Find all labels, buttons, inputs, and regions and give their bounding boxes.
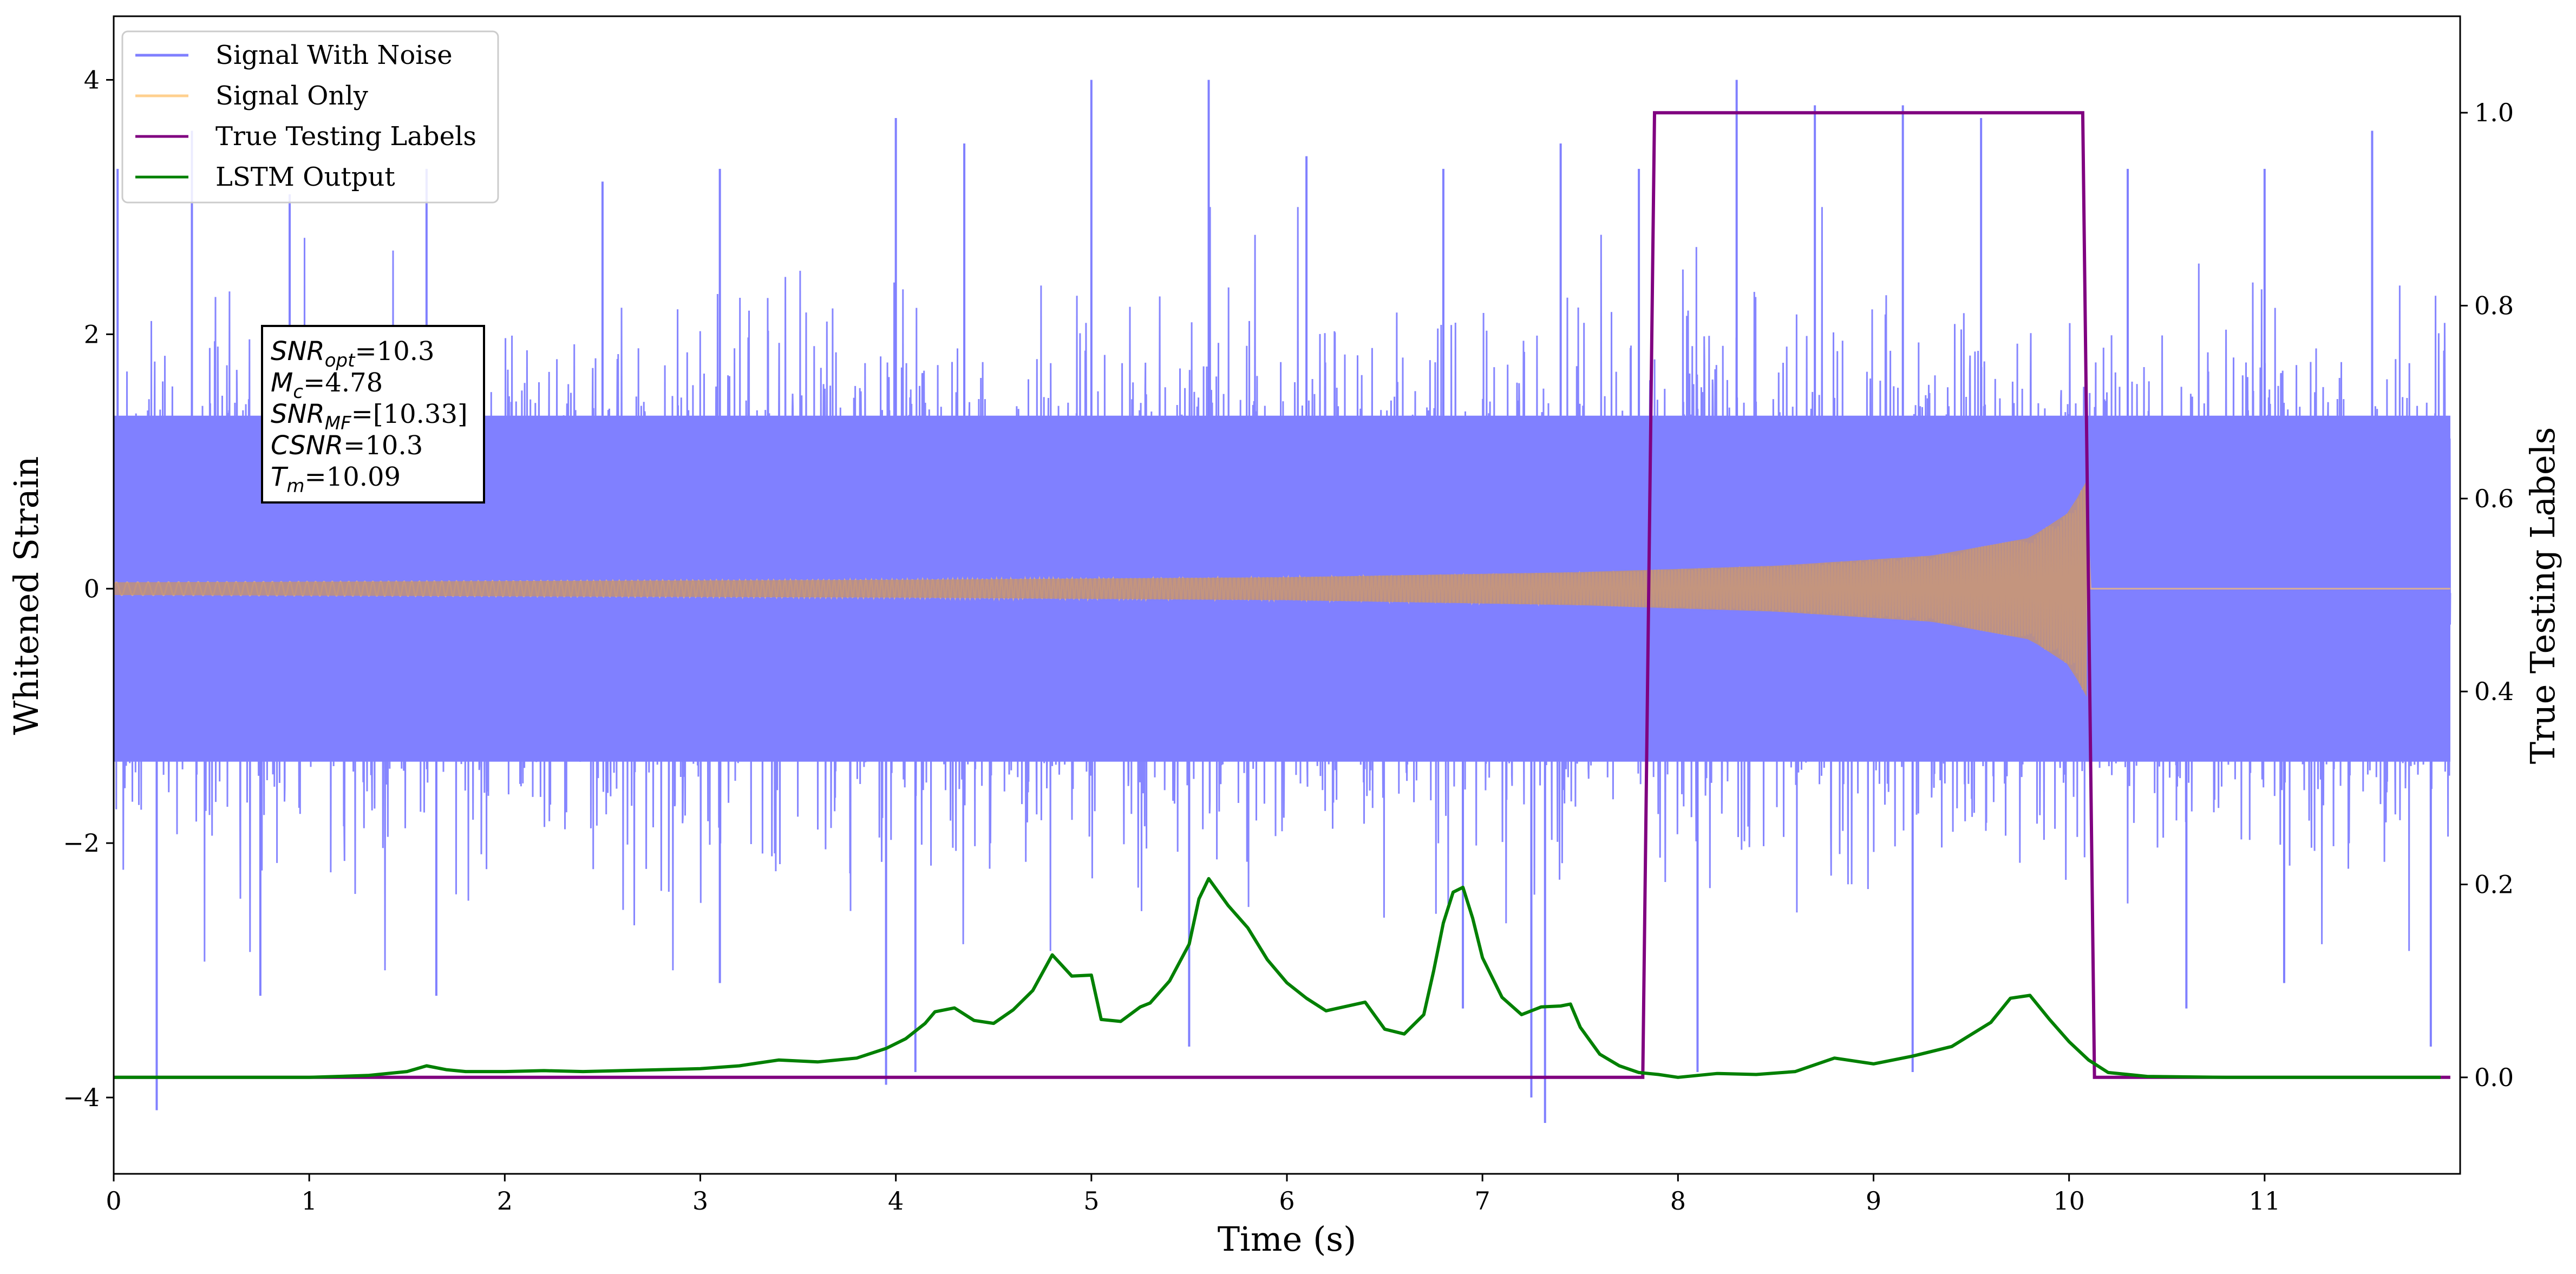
y-axis-left-title: Whitened Strain (6, 456, 46, 735)
signal-envelope (114, 480, 2087, 697)
x-axis-title: Time (s) (1218, 1219, 1357, 1259)
y-left-tick-label: −4 (63, 1083, 100, 1112)
x-tick-label: 0 (106, 1186, 121, 1216)
y-right-tick-label: 0.0 (2474, 1063, 2514, 1092)
y-right-tick-label: 1.0 (2474, 98, 2514, 127)
legend-frame (121, 30, 499, 204)
y-left-tick-label: 0 (84, 574, 100, 603)
x-tick-label: 4 (888, 1186, 904, 1216)
legend-label: Signal Only (215, 81, 368, 111)
legend-label: Signal With Noise (215, 40, 453, 70)
legend-label: True Testing Labels (215, 121, 476, 152)
annotation-line: SNRopt=10.3 (271, 336, 435, 371)
y-left-tick-label: 4 (84, 65, 100, 94)
annotation-line: Tm=10.09 (271, 462, 401, 497)
lstm-line (114, 877, 2441, 1079)
x-tick-label: 10 (2053, 1186, 2085, 1216)
x-tick-label: 3 (692, 1186, 708, 1216)
x-axis: 0 1 2 3 4 5 6 7 8 9 10 11 (106, 1174, 2280, 1216)
x-tick-label: 5 (1083, 1186, 1099, 1216)
y-right-tick-label: 0.4 (2474, 677, 2514, 706)
legend: Signal With Noise Signal Only True Testing… (121, 30, 499, 204)
y-axis-right-title: True Testing Labels (2523, 427, 2562, 765)
x-tick-label: 9 (1866, 1186, 1881, 1216)
annotation-frame (261, 325, 485, 504)
x-tick-label: 6 (1279, 1186, 1294, 1216)
series-signal-only (113, 480, 2450, 697)
x-tick-label: 11 (2249, 1186, 2281, 1216)
legend-label: LSTM Output (215, 162, 395, 192)
series-lstm-output (114, 877, 2441, 1079)
y-left-tick-label: 2 (84, 319, 100, 349)
annotation-box: SNRopt=10.3Mc=4.78SNRMF=[10.33]CSNR=10.3… (261, 325, 485, 504)
y-left-tick-label: −2 (63, 828, 100, 858)
y-axis-left: −4 −2 0 2 4 (63, 65, 114, 1112)
annotation-line: SNRMF=[10.33] (271, 399, 468, 434)
y-right-tick-label: 0.8 (2474, 291, 2514, 321)
y-right-tick-label: 0.6 (2474, 484, 2514, 513)
x-tick-label: 1 (302, 1186, 317, 1216)
y-axis-right: 0.0 0.2 0.4 0.6 0.8 1.0 (2460, 98, 2514, 1092)
annotation-line: CSNR=10.3 (271, 430, 423, 461)
x-tick-label: 7 (1475, 1186, 1490, 1216)
plot-area (113, 80, 2451, 1123)
x-tick-label: 8 (1670, 1186, 1686, 1216)
annotation-line: Mc=4.78 (271, 368, 383, 403)
x-tick-label: 2 (497, 1186, 513, 1216)
y-right-tick-label: 0.2 (2474, 870, 2514, 899)
